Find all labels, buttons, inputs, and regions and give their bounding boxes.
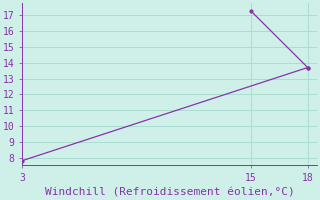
X-axis label: Windchill (Refroidissement éolien,°C): Windchill (Refroidissement éolien,°C) bbox=[45, 187, 295, 197]
